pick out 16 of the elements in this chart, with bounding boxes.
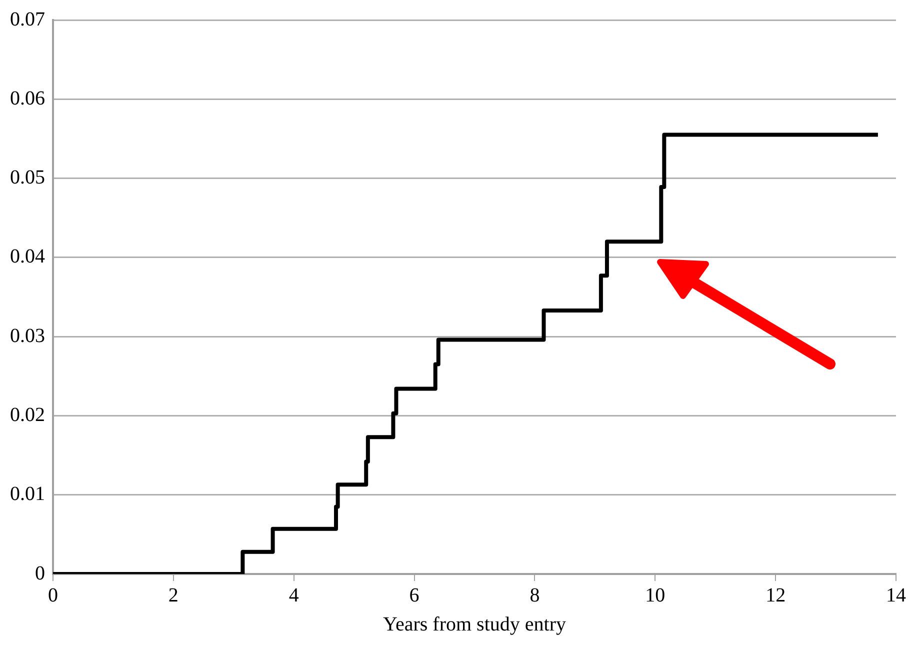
y-tick-label: 0.04: [10, 246, 45, 268]
x-tick-label: 2: [168, 584, 178, 606]
y-tick-label: 0.07: [10, 8, 45, 30]
x-tick-label: 10: [645, 584, 666, 606]
y-tick-label: 0.06: [10, 87, 45, 110]
y-tick-label: 0.03: [10, 324, 45, 347]
x-tick-label: 4: [288, 584, 299, 606]
x-tick-label: 12: [766, 584, 786, 606]
x-tick-label: 14: [886, 584, 906, 606]
y-tick-label: 0.05: [10, 166, 45, 189]
x-tick-label: 6: [409, 584, 420, 606]
x-axis-title: Years from study entry: [383, 613, 566, 636]
y-tick-label: 0.01: [10, 483, 45, 506]
x-tick-label: 8: [530, 584, 540, 606]
y-tick-label: 0.02: [10, 404, 45, 426]
y-tick-label: 0: [35, 562, 45, 584]
